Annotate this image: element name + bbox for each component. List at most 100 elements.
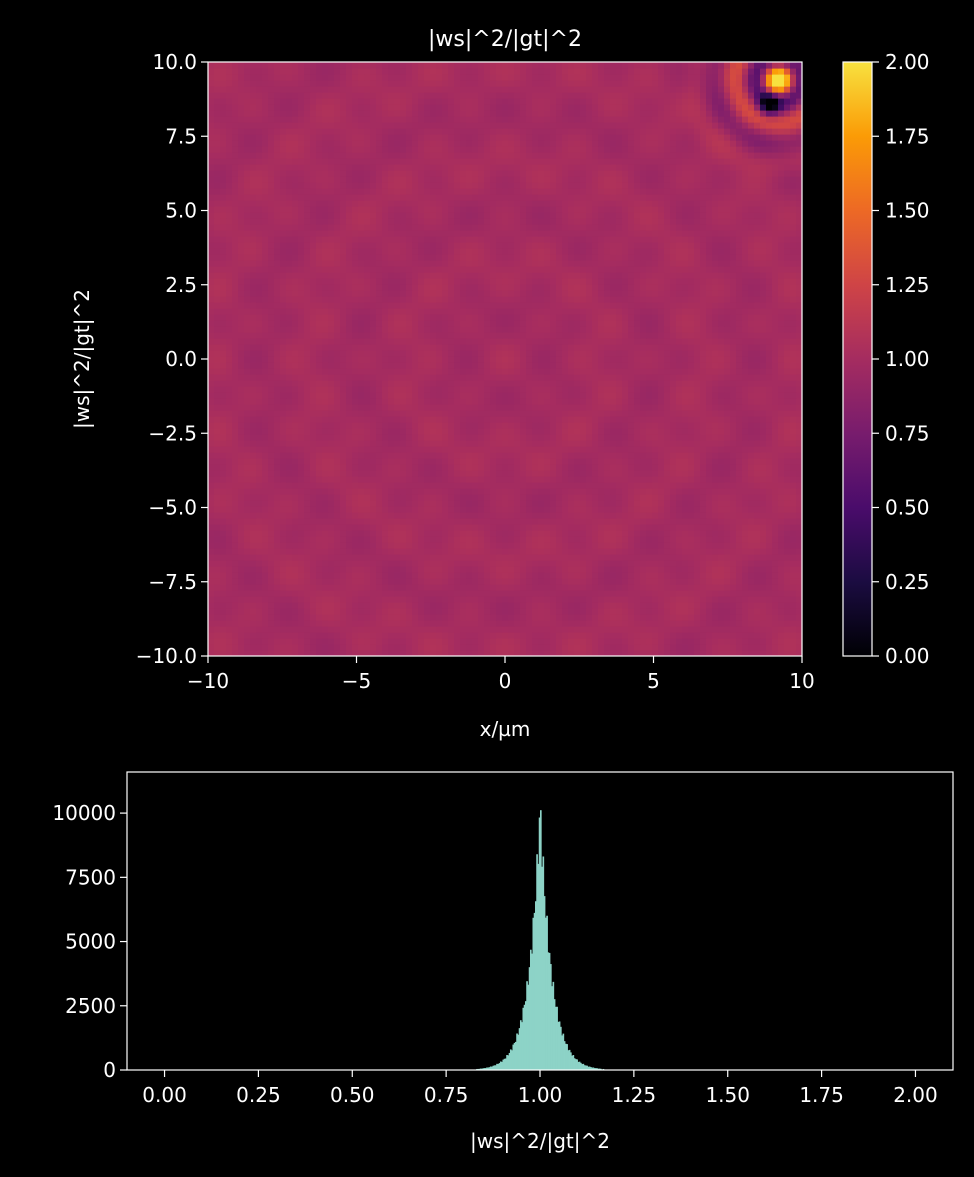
heatmap-cell [748, 644, 755, 651]
heatmap-cell [466, 500, 473, 507]
heatmap-cell [736, 500, 743, 507]
heatmap-cell [208, 380, 215, 387]
heatmap-cell [400, 590, 407, 597]
heatmap-cell [796, 566, 802, 573]
heatmap-cell [466, 614, 473, 621]
heatmap-cell [418, 584, 425, 591]
heatmap-cell [544, 494, 551, 501]
heatmap-cell [760, 488, 767, 495]
heatmap-cell [328, 632, 335, 639]
heatmap-cell [628, 584, 635, 591]
heatmap-cell [364, 638, 371, 645]
heatmap-cell [370, 506, 377, 513]
heatmap-cell [292, 458, 299, 465]
heatmap-cell [238, 530, 245, 537]
heatmap-cell [610, 644, 617, 651]
heatmap-cell [448, 350, 455, 357]
heatmap-cell [760, 476, 767, 483]
heatmap-cell [676, 602, 683, 609]
heatmap-cell [784, 542, 791, 549]
heatmap-cell [316, 404, 323, 411]
heatmap-cell [784, 404, 791, 411]
heatmap-cell [658, 452, 665, 459]
heatmap-cell [796, 440, 802, 447]
heatmap-cell [736, 470, 743, 477]
heatmap-cell [682, 506, 689, 513]
heatmap-cell [742, 374, 749, 381]
heatmap-cell [754, 524, 761, 531]
heatmap-cell [292, 440, 299, 447]
heatmap-cell [562, 368, 569, 375]
heatmap-cell [466, 458, 473, 465]
heatmap-cell [364, 530, 371, 537]
heatmap-cell [478, 470, 485, 477]
heatmap-cell [538, 434, 545, 441]
heatmap-cell [766, 416, 773, 423]
heatmap-cell [538, 494, 545, 501]
heatmap-cell [634, 362, 641, 369]
heatmap-cell [652, 644, 659, 651]
heatmap-cell [322, 632, 329, 639]
heatmap-cell [424, 464, 431, 471]
heatmap-cell [442, 392, 449, 399]
heatmap-cell [646, 464, 653, 471]
heatmap-cell [310, 434, 317, 441]
heatmap-cell [526, 578, 533, 585]
heatmap-cell [268, 608, 275, 615]
heatmap-cell [520, 524, 527, 531]
heatmap-cell [472, 362, 479, 369]
heatmap-cell [472, 614, 479, 621]
heatmap-cell [676, 566, 683, 573]
heatmap-cell [376, 650, 383, 656]
heatmap-cell [316, 356, 323, 363]
heatmap-cell [604, 518, 611, 525]
heatmap-cell [250, 392, 257, 399]
heatmap-cell [418, 500, 425, 507]
heatmap-cell [382, 368, 389, 375]
heatmap-cell [226, 434, 233, 441]
heatmap-cell [658, 650, 665, 656]
heatmap-cell [358, 458, 365, 465]
heatmap-cell [538, 470, 545, 477]
heatmap-cell [448, 536, 455, 543]
heatmap-cell [316, 638, 323, 645]
heatmap-cell [478, 428, 485, 435]
heatmap-cell [592, 596, 599, 603]
heatmap-cell [670, 374, 677, 381]
heatmap-cell [400, 350, 407, 357]
heatmap-cell [598, 596, 605, 603]
heatmap-cell [772, 374, 779, 381]
heatmap-cell [634, 644, 641, 651]
heatmap-cell [496, 422, 503, 429]
heatmap-cell [454, 644, 461, 651]
heatmap-cell [268, 524, 275, 531]
heatmap-cell [784, 524, 791, 531]
heatmap-cell [484, 536, 491, 543]
heatmap-cell [598, 398, 605, 405]
heatmap-cell [454, 434, 461, 441]
heatmap-cell [766, 536, 773, 543]
heatmap-cell [556, 644, 563, 651]
heatmap-cell [748, 470, 755, 477]
heatmap-cell [574, 554, 581, 561]
heatmap-cell [214, 578, 221, 585]
heatmap-cell [688, 536, 695, 543]
heatmap-cell [646, 368, 653, 375]
heatmap-cell [268, 536, 275, 543]
heatmap-cell [364, 548, 371, 555]
heatmap-cell [226, 632, 233, 639]
heatmap-cell [550, 386, 557, 393]
heatmap-cell [496, 440, 503, 447]
heatmap-cell [514, 614, 521, 621]
heatmap-cell [418, 392, 425, 399]
heatmap-cell [796, 524, 802, 531]
heatmap-cell [718, 596, 725, 603]
heatmap-cell [436, 596, 443, 603]
heatmap-cell [712, 632, 719, 639]
heatmap-cell [622, 422, 629, 429]
heatmap-cell [712, 488, 719, 495]
heatmap-cell [724, 566, 731, 573]
heatmap-cell [538, 416, 545, 423]
heatmap-cell [748, 560, 755, 567]
heatmap-cell [472, 458, 479, 465]
